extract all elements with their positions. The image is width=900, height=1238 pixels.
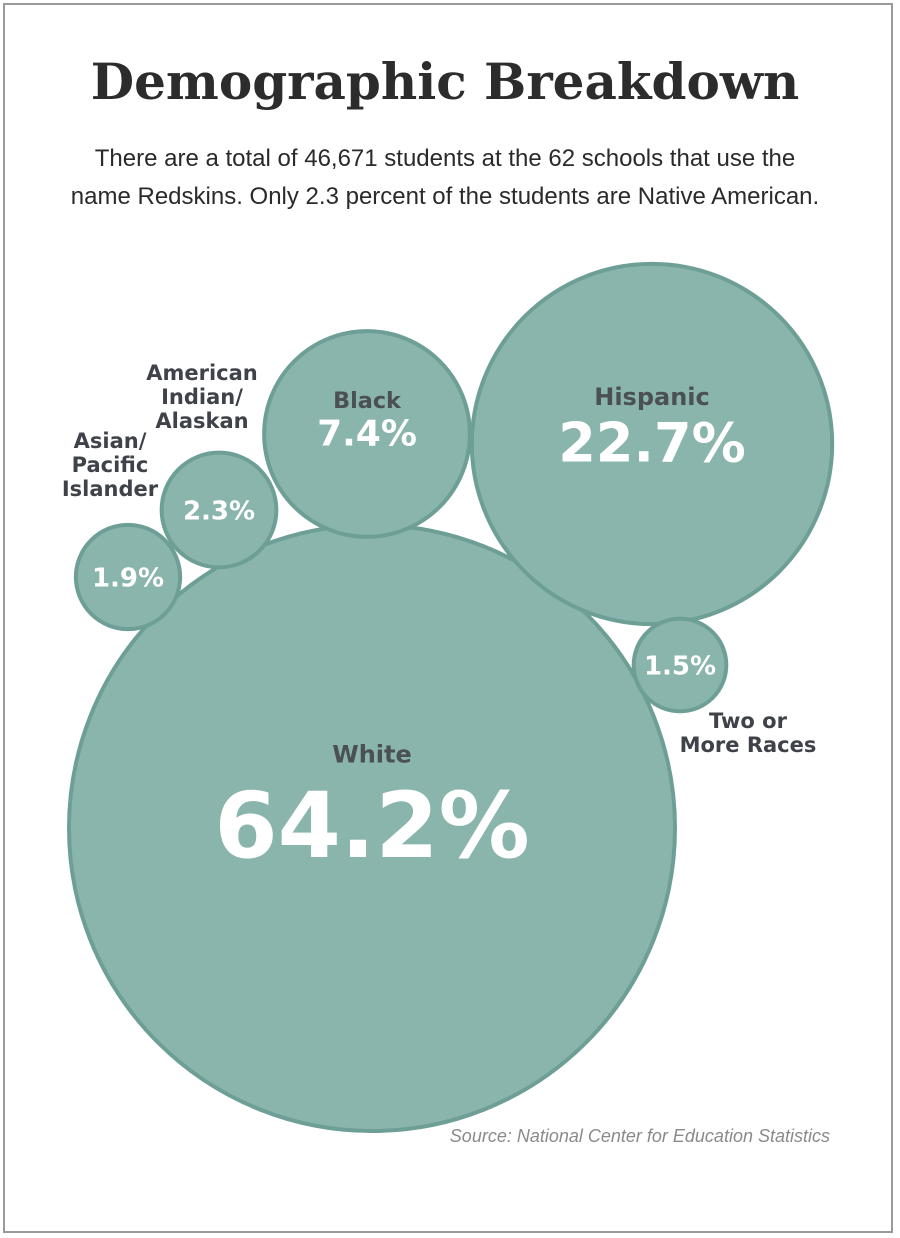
category-label-two-or-more-races: Two or (709, 709, 788, 733)
value-label-hispanic: 22.7% (558, 411, 746, 474)
category-label-american-indian-alaskan: Indian/ (161, 385, 243, 409)
bubble-two-or-more-races (631, 616, 729, 714)
value-label-american-indian-alaskan: 2.3% (183, 496, 255, 526)
category-label-asian-pacific-islander: Pacific (72, 453, 149, 477)
value-label-asian-pacific-islander: 1.9% (92, 563, 164, 593)
category-label-black: Black (333, 388, 402, 414)
value-label-two-or-more-races: 1.5% (644, 651, 716, 681)
category-label-hispanic: Hispanic (594, 383, 710, 411)
source-note: Source: National Center for Education St… (449, 1126, 830, 1146)
category-label-asian-pacific-islander: Asian/ (74, 429, 147, 453)
category-label-american-indian-alaskan: Alaskan (155, 409, 248, 433)
bubble-asian-pacific-islander (73, 522, 183, 632)
chart-title: Demographic Breakdown (90, 52, 800, 111)
category-label-american-indian-alaskan: American (146, 361, 258, 385)
value-label-white: 64.2% (214, 774, 529, 879)
category-label-white: White (332, 741, 412, 769)
chart-subtitle: There are a total of 46,671 students at … (70, 145, 820, 210)
bubble-black (262, 329, 472, 539)
value-label-black: 7.4% (317, 414, 417, 455)
bubble-american-indian-alaskan (159, 450, 279, 570)
category-label-two-or-more-races: More Races (680, 733, 817, 757)
bubble-hispanic (469, 261, 835, 627)
category-label-asian-pacific-islander: Islander (62, 477, 159, 501)
